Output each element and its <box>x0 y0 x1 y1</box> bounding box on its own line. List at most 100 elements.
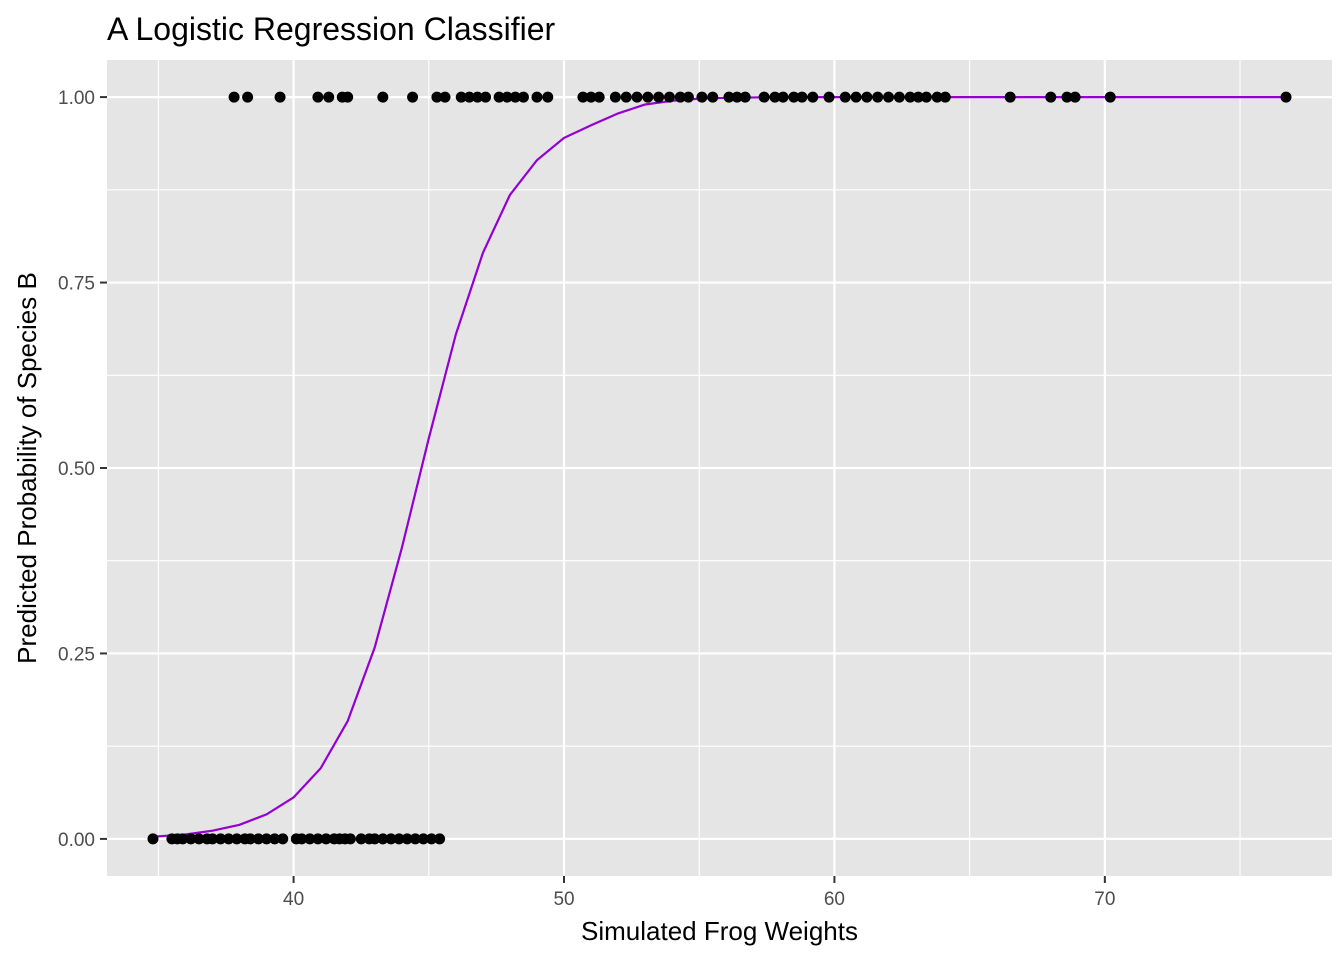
data-point <box>463 91 475 103</box>
data-point <box>807 91 819 103</box>
y-tick-label: 0.00 <box>58 830 95 851</box>
data-point <box>369 833 381 845</box>
data-point <box>739 91 751 103</box>
y-tick-label: 0.25 <box>58 644 95 665</box>
data-point <box>577 91 589 103</box>
data-point <box>455 91 467 103</box>
data-point <box>304 833 316 845</box>
data-point <box>377 833 389 845</box>
data-point <box>471 91 483 103</box>
major-gridlines <box>107 60 1332 876</box>
data-point <box>323 91 335 103</box>
data-point <box>228 91 240 103</box>
data-point <box>355 833 367 845</box>
data-point <box>417 833 429 845</box>
data-point <box>342 91 354 103</box>
data-point <box>312 91 324 103</box>
data-point <box>242 91 254 103</box>
data-point <box>1045 91 1057 103</box>
y-tick-label: 1.00 <box>58 88 95 109</box>
data-points <box>147 91 1292 845</box>
data-point <box>401 833 413 845</box>
data-point <box>296 833 308 845</box>
data-point <box>796 91 808 103</box>
data-point <box>517 91 529 103</box>
x-tick-label: 60 <box>824 889 845 910</box>
data-point <box>777 91 789 103</box>
data-point <box>509 91 521 103</box>
data-point <box>663 91 675 103</box>
x-tick-label: 40 <box>283 889 304 910</box>
data-point <box>872 91 884 103</box>
data-point <box>320 833 332 845</box>
data-point <box>585 91 597 103</box>
x-axis-title: Simulated Frog Weights <box>581 916 858 946</box>
data-point <box>1069 91 1081 103</box>
data-point <box>1061 91 1073 103</box>
chart-title: A Logistic Regression Classifier <box>107 11 556 47</box>
data-point <box>696 91 708 103</box>
data-point <box>939 91 951 103</box>
data-point <box>912 91 924 103</box>
x-axis-ticks: 40 50 60 70 <box>283 876 1115 910</box>
data-point <box>788 91 800 103</box>
data-point <box>931 91 943 103</box>
data-point <box>893 91 905 103</box>
data-point <box>426 833 438 845</box>
y-tick-label: 0.50 <box>58 459 95 480</box>
data-point <box>206 833 218 845</box>
data-point <box>642 91 654 103</box>
x-tick-label: 50 <box>553 889 574 910</box>
data-point <box>707 91 719 103</box>
data-point <box>723 91 735 103</box>
data-point <box>653 91 665 103</box>
data-point <box>609 91 621 103</box>
data-point <box>1280 91 1292 103</box>
data-point <box>501 91 513 103</box>
data-point <box>434 833 446 845</box>
data-point <box>431 91 443 103</box>
data-point <box>409 833 421 845</box>
data-point <box>223 833 235 845</box>
data-point <box>344 833 356 845</box>
data-point <box>758 91 770 103</box>
data-point <box>631 91 643 103</box>
data-point <box>177 833 189 845</box>
data-point <box>674 91 686 103</box>
data-point <box>620 91 632 103</box>
data-point <box>261 833 273 845</box>
data-point <box>850 91 862 103</box>
data-point <box>407 91 419 103</box>
data-point <box>839 91 851 103</box>
data-point <box>542 91 554 103</box>
data-point <box>480 91 492 103</box>
data-point <box>769 91 781 103</box>
data-point <box>377 91 389 103</box>
data-point <box>231 833 243 845</box>
data-point <box>1004 91 1016 103</box>
data-point <box>682 91 694 103</box>
data-point <box>1104 91 1116 103</box>
data-point <box>385 833 397 845</box>
y-axis-title: Predicted Probability of Species B <box>12 272 42 664</box>
data-point <box>731 91 743 103</box>
data-point <box>439 91 451 103</box>
data-point <box>883 91 895 103</box>
data-point <box>244 833 256 845</box>
data-point <box>312 833 324 845</box>
data-point <box>215 833 227 845</box>
y-axis-ticks: 0.00 0.25 0.50 0.75 1.00 <box>58 88 107 851</box>
data-point <box>147 833 159 845</box>
data-point <box>269 833 281 845</box>
data-point <box>185 833 197 845</box>
x-tick-label: 70 <box>1094 889 1115 910</box>
data-point <box>593 91 605 103</box>
y-tick-label: 0.75 <box>58 274 95 295</box>
data-point <box>861 91 873 103</box>
data-point <box>493 91 505 103</box>
data-point <box>393 833 405 845</box>
data-point <box>274 91 286 103</box>
data-point <box>531 91 543 103</box>
data-point <box>252 833 264 845</box>
